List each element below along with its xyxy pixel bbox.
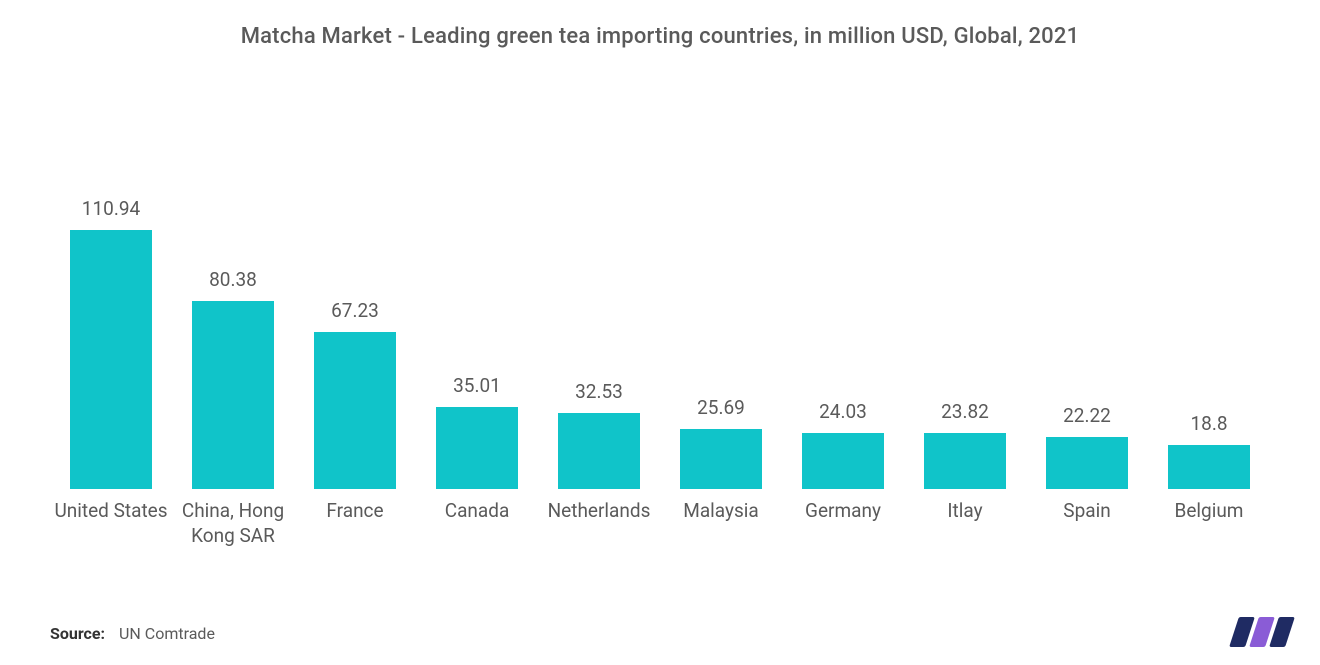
chart-container: Matcha Market - Leading green tea import… [0, 0, 1320, 665]
bar-group: 23.82 [904, 109, 1026, 489]
plot-area: 110.94 80.3867.23 35.0132.5325.6924.0323.8… [40, 109, 1280, 489]
x-axis-label: China, Hong Kong SAR [172, 499, 294, 548]
chart-title: Matcha Market - Leading green tea import… [40, 24, 1280, 49]
source-value: UN Comtrade [119, 624, 215, 643]
bar-group: 18.8 [1148, 109, 1270, 489]
bar-value-label: 25.69 [660, 396, 782, 419]
bar-value-label: 24.03 [782, 400, 904, 423]
bar-group: 22.22 [1026, 109, 1148, 489]
bar [802, 433, 884, 489]
bar-group: 32.53 [538, 109, 660, 489]
x-axis-label: France [294, 499, 416, 548]
bar [1168, 445, 1250, 489]
bar [192, 301, 274, 489]
bar [924, 433, 1006, 489]
bar-value-label: 32.53 [538, 380, 660, 403]
bar-group: 67.23 [294, 109, 416, 489]
brand-logo [1234, 617, 1290, 647]
bar [436, 407, 518, 489]
bar-group: 24.03 [782, 109, 904, 489]
x-axis-label: Netherlands [538, 499, 660, 548]
bar-group: 110.94 [50, 109, 172, 489]
x-axis-label: Spain [1026, 499, 1148, 548]
bar [558, 413, 640, 489]
source-label: Source: [50, 624, 105, 643]
source-attribution: Source: UN Comtrade [50, 624, 215, 643]
bar-group: 80.38 [172, 109, 294, 489]
bar-value-label: 67.23 [294, 299, 416, 322]
x-axis-label: Itlay [904, 499, 1026, 548]
x-axis-labels: United StatesChina, Hong Kong SARFranceC… [40, 489, 1280, 548]
bar-value-label: 22.22 [1026, 404, 1148, 427]
x-axis-label: United States [50, 499, 172, 548]
bar [680, 429, 762, 489]
bar-group: 35.01 [416, 109, 538, 489]
bar [314, 332, 396, 489]
x-axis-label: Malaysia [660, 499, 782, 548]
bar-value-label: 23.82 [904, 400, 1026, 423]
bar-value-label: 110.94 [50, 197, 172, 220]
bar [70, 230, 152, 489]
x-axis-label: Germany [782, 499, 904, 548]
x-axis-label: Canada [416, 499, 538, 548]
bar-group: 25.69 [660, 109, 782, 489]
x-axis-label: Belgium [1148, 499, 1270, 548]
bar-value-label: 35.01 [416, 374, 538, 397]
bar [1046, 437, 1128, 489]
bar-value-label: 80.38 [172, 268, 294, 291]
bar-value-label: 18.8 [1148, 412, 1270, 435]
